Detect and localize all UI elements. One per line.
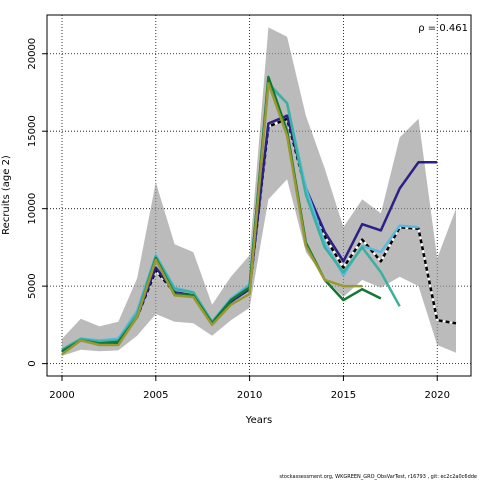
series-line-4 [61, 75, 382, 353]
axes: 2000 2005 2010 2015 2020 0 5000 10000 15000 20000 [27, 38, 450, 401]
y-tick-label: 5000 [27, 273, 38, 298]
x-tick-label: 2005 [143, 390, 168, 401]
y-axis-label: Recruits (age 2) [1, 155, 12, 235]
x-tick-label: 2000 [49, 390, 74, 401]
series-group [61, 75, 457, 356]
grid [47, 15, 471, 376]
y-tick-label: 20000 [27, 38, 38, 70]
x-tick-label: 2010 [237, 390, 262, 401]
x-tick-label: 2020 [425, 390, 450, 401]
series-line-5 [61, 81, 363, 356]
y-tick-label: 15000 [27, 115, 38, 147]
x-tick-label: 2015 [331, 390, 356, 401]
y-tick-label: 10000 [27, 193, 38, 225]
rho-annotation: ρ = 0.461 [418, 23, 468, 34]
footer-credit: stockassessment.org, WKGREEN_GRO_ObsVarT… [279, 474, 477, 480]
plot-frame [46, 14, 472, 377]
x-axis-label: Years [245, 415, 272, 426]
y-tick-label: 0 [27, 360, 38, 366]
